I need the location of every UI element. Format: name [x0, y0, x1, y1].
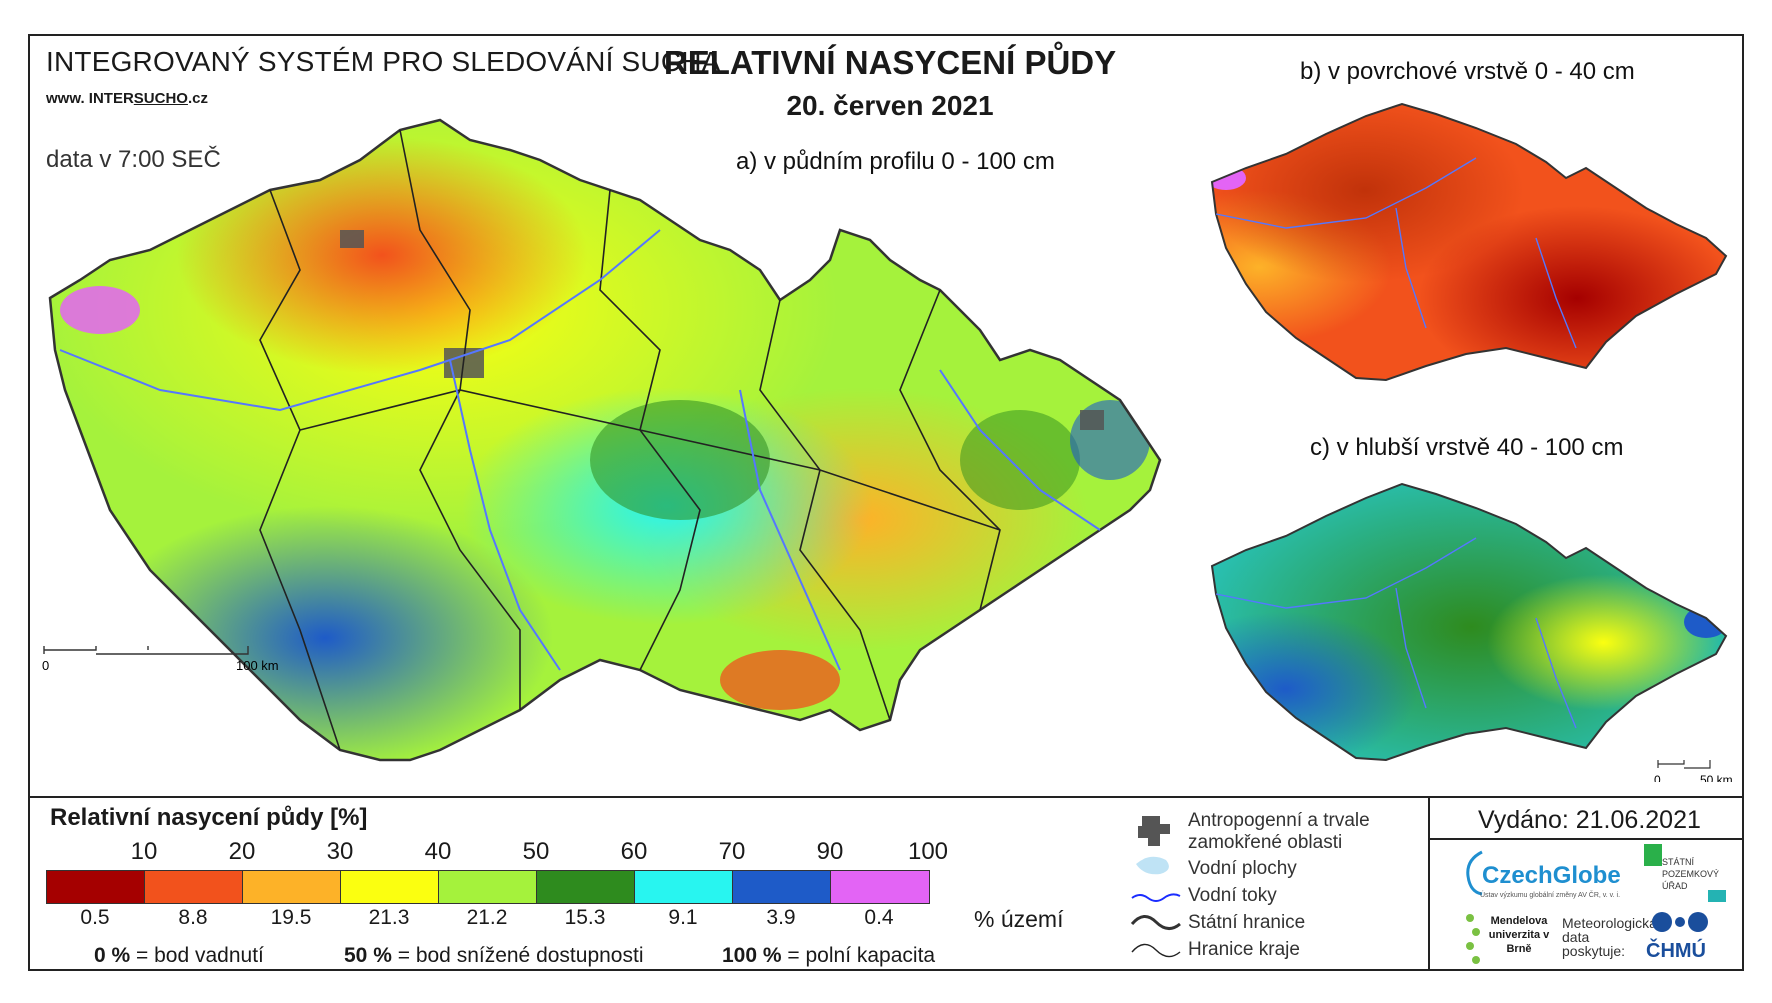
system-title: INTEGROVANÝ SYSTÉM PRO SLEDOVÁNÍ SUCHA	[46, 46, 721, 77]
legend-swatch	[47, 871, 145, 903]
symbol-water-label: Vodní plochy	[1188, 858, 1297, 879]
legend-swatch	[733, 871, 831, 903]
symbol-region-border-label: Hranice kraje	[1188, 939, 1300, 960]
note-value: 100 %	[722, 944, 782, 967]
legend-swatch	[635, 871, 733, 903]
scale-a-label: 100 km	[236, 658, 279, 673]
river-icon	[1131, 893, 1181, 902]
issued-date: Vydáno: 21.06.2021	[1478, 806, 1701, 834]
note-label: = bod snížené dostupnosti	[397, 944, 644, 967]
mendel-dots-icon	[1466, 914, 1480, 964]
scale-c-zero: 0	[1654, 773, 1661, 782]
legend-swatch	[831, 871, 929, 903]
map-a-scale-bar: 0 100 km	[42, 646, 279, 673]
legend-swatch	[341, 871, 439, 903]
issued-separator	[1428, 838, 1744, 840]
chmu-logo: ČHMÚ	[1646, 940, 1706, 962]
czechglobe-swoosh-icon	[1466, 850, 1483, 896]
spu-logo-icon	[1644, 844, 1662, 866]
czechglobe-logo: CzechGlobe	[1482, 862, 1621, 889]
legend-swatch	[243, 871, 341, 903]
map-b-surface-layer	[1210, 102, 1728, 382]
anthropogenic-area-icon	[1138, 816, 1170, 846]
note-value: 50 %	[344, 944, 392, 967]
legend-area-value: 9.1	[668, 906, 698, 929]
footer-separator	[1428, 796, 1430, 971]
czechglobe-subtitle: Ústav výzkumu globální změny AV ČR, v. v…	[1480, 892, 1621, 899]
spu-logo: STÁTNÍ POZEMKOVÝ ÚŘAD	[1662, 857, 1720, 891]
symbol-rivers-label: Vodní toky	[1188, 885, 1277, 906]
scale-c-label: 50 km	[1700, 773, 1733, 782]
legend-area-value: 19.5	[270, 906, 312, 929]
legend-threshold: 20	[228, 838, 256, 865]
legend-threshold: 100	[907, 838, 949, 865]
meteo-data-note: Meteorologická data poskytuje:	[1562, 915, 1657, 959]
legend-area-value: 15.3	[564, 906, 606, 929]
legend-threshold: 90	[816, 838, 844, 865]
note-reduced-availability: 50 % = bod snížené dostupnosti	[344, 944, 643, 968]
map-c-scale-bar: 0 50 km	[1654, 760, 1733, 782]
url-suffix: .cz	[187, 90, 208, 107]
note-label: = polní kapacita	[787, 944, 936, 967]
website-link[interactable]: www. INTERSUCHO.cz	[46, 90, 208, 107]
note-field-capacity: 100 % = polní kapacita	[722, 944, 935, 968]
note-value: 0 %	[94, 944, 131, 967]
map-b-caption: b) v povrchové vrstvě 0 - 40 cm	[1300, 58, 1635, 85]
url-underlined: SUCHO	[133, 90, 188, 107]
legend-swatch	[439, 871, 537, 903]
legend-color-bar	[46, 870, 930, 904]
date-title: 20. červen 2021	[786, 90, 994, 121]
map-c-deep-layer: 0 50 km	[1210, 482, 1733, 782]
legend-area-value: 0.5	[80, 906, 110, 929]
state-border-icon	[1130, 915, 1181, 930]
map-c-caption: c) v hlubší vrstvě 40 - 100 cm	[1310, 434, 1624, 461]
mendel-logo: Mendelova univerzita v Brně	[1488, 915, 1550, 955]
symbol-state-border-label: Státní hranice	[1188, 912, 1306, 933]
area-unit: % území	[974, 906, 1064, 932]
symbol-anthropogenic-label: Antropogenní a trvale zamokřené oblasti	[1188, 810, 1370, 853]
legend-threshold: 70	[718, 838, 746, 865]
legend-threshold: 10	[130, 838, 158, 865]
map-a-full-profile: 0 100 km	[42, 118, 1162, 762]
legend-threshold: 60	[620, 838, 648, 865]
region-border-icon	[1131, 943, 1181, 958]
symbol-icons	[1130, 816, 1181, 958]
note-wilting-point: 0 % = bod vadnutí	[94, 944, 264, 968]
legend-separator	[28, 796, 1744, 798]
legend-swatch	[537, 871, 635, 903]
legend-area-value: 0.4	[864, 906, 894, 929]
spu-accent-icon	[1708, 890, 1726, 902]
legend-threshold: 30	[326, 838, 354, 865]
legend-area-value: 21.2	[466, 906, 508, 929]
legend-threshold: 40	[424, 838, 452, 865]
legend-area-value: 3.9	[766, 906, 796, 929]
legend-threshold: 50	[522, 838, 550, 865]
scale-a-zero: 0	[42, 658, 49, 673]
legend-area-value: 8.8	[178, 906, 208, 929]
legend-swatch	[145, 871, 243, 903]
map-a-caption: a) v půdním profilu 0 - 100 cm	[736, 148, 1055, 175]
water-body-icon	[1136, 856, 1169, 875]
data-time-note: data v 7:00 SEČ	[46, 146, 221, 173]
url-prefix: www. INTER	[46, 90, 134, 107]
note-label: = bod vadnutí	[136, 944, 264, 967]
legend-area-value: 21.3	[368, 906, 410, 929]
legend-title: Relativní nasycení půdy [%]	[50, 804, 368, 831]
chmu-symbol-icon	[1652, 912, 1708, 932]
main-title: RELATIVNÍ NASYCENÍ PŮDY	[663, 44, 1117, 81]
